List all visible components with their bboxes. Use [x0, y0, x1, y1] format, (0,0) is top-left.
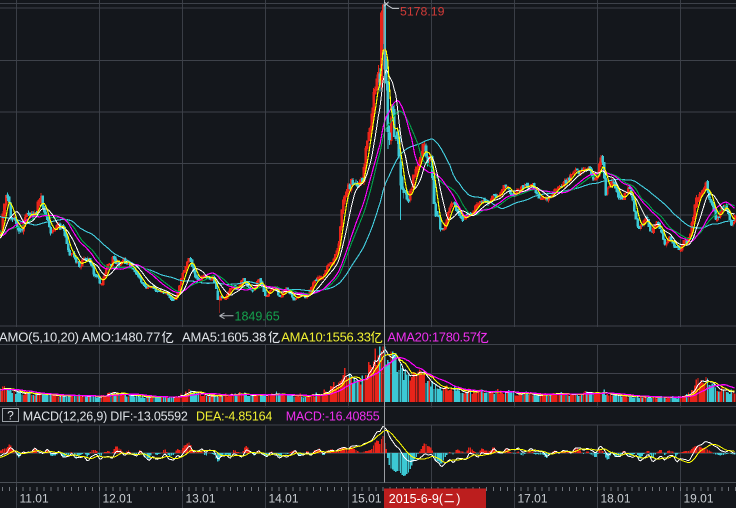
svg-text:AMO(5,10,20) AMO:1480.77: AMO(5,10,20) AMO:1480.77 — [0, 330, 160, 345]
svg-text:1849.65: 1849.65 — [235, 310, 280, 324]
svg-text:13.01: 13.01 — [186, 492, 216, 506]
svg-text:5178.19: 5178.19 — [400, 5, 445, 19]
svg-text:AMA10:1556.33: AMA10:1556.33 — [281, 330, 370, 345]
svg-text:19.01: 19.01 — [684, 492, 714, 506]
svg-text:18.01: 18.01 — [601, 492, 631, 506]
svg-text:14.01: 14.01 — [269, 492, 299, 506]
svg-text:AMA5:1605.38: AMA5:1605.38 — [182, 330, 266, 345]
svg-text:MACD(12,26,9) DIF:-13.05592: MACD(12,26,9) DIF:-13.05592 — [23, 410, 188, 424]
svg-text:17.01: 17.01 — [518, 492, 548, 506]
svg-text:MACD:-16.40855: MACD:-16.40855 — [286, 410, 380, 424]
svg-text:15.01: 15.01 — [352, 492, 382, 506]
svg-text:DEA:-4.85164: DEA:-4.85164 — [196, 410, 272, 424]
svg-text:2015-6-9(: 2015-6-9( — [389, 492, 444, 506]
svg-text:11.01: 11.01 — [20, 492, 49, 506]
svg-text:): ) — [456, 492, 460, 506]
svg-text:AMA20:1780.57: AMA20:1780.57 — [387, 330, 476, 345]
svg-text:?: ? — [7, 408, 14, 422]
svg-text:12.01: 12.01 — [103, 492, 133, 506]
